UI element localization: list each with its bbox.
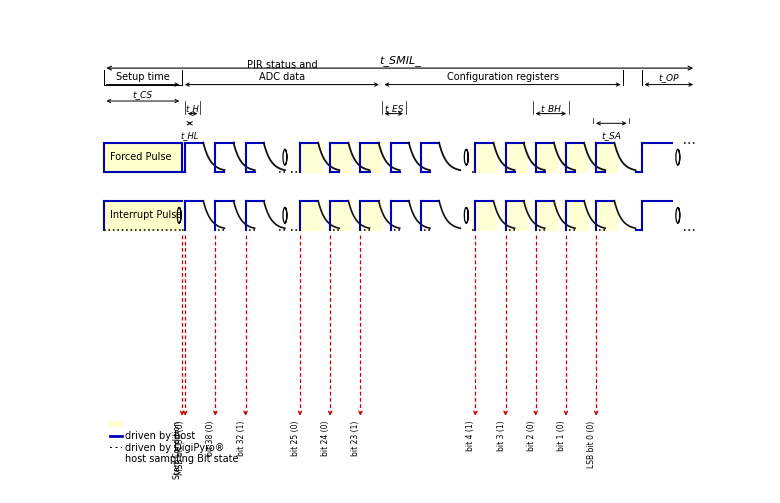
Text: MSB bit 39 (0): MSB bit 39 (0): [176, 421, 185, 475]
Text: bit 2 (0): bit 2 (0): [526, 421, 536, 451]
Text: bit 4 (1): bit 4 (1): [466, 421, 475, 451]
Text: Interrupt Pulse: Interrupt Pulse: [109, 210, 182, 220]
Text: t_HL: t_HL: [180, 131, 199, 140]
Text: Configuration registers: Configuration registers: [446, 71, 558, 81]
Text: Forced Pulse: Forced Pulse: [109, 152, 171, 162]
Text: Start Condition: Start Condition: [173, 421, 182, 479]
Text: t_BH: t_BH: [541, 104, 562, 113]
Text: t_H: t_H: [186, 104, 200, 113]
Text: bit 3 (1): bit 3 (1): [497, 421, 505, 451]
Text: bit 25 (0): bit 25 (0): [291, 421, 300, 456]
Bar: [109, 421, 122, 428]
Text: driven by DigiPyro®: driven by DigiPyro®: [125, 443, 224, 453]
Text: driven by host: driven by host: [125, 431, 195, 441]
Text: bit 24 (0): bit 24 (0): [321, 421, 330, 456]
Text: bit 1 (0): bit 1 (0): [557, 421, 566, 451]
Text: host sampling Bit state: host sampling Bit state: [125, 454, 238, 464]
Text: LSB bit 0 (0): LSB bit 0 (0): [587, 421, 596, 468]
Text: t_SMIL_: t_SMIL_: [379, 55, 420, 66]
Text: t_OP: t_OP: [658, 72, 679, 81]
Text: t_SA: t_SA: [601, 131, 621, 140]
Text: bit 38 (0): bit 38 (0): [207, 421, 215, 456]
Text: bit 32 (1): bit 32 (1): [236, 421, 246, 456]
Text: PIR status and
ADC data: PIR status and ADC data: [246, 60, 317, 81]
Text: Setup time: Setup time: [116, 71, 170, 81]
Text: t_CS: t_CS: [133, 91, 153, 100]
Text: bit 23 (1): bit 23 (1): [352, 421, 360, 456]
Text: t_ES: t_ES: [384, 104, 403, 113]
